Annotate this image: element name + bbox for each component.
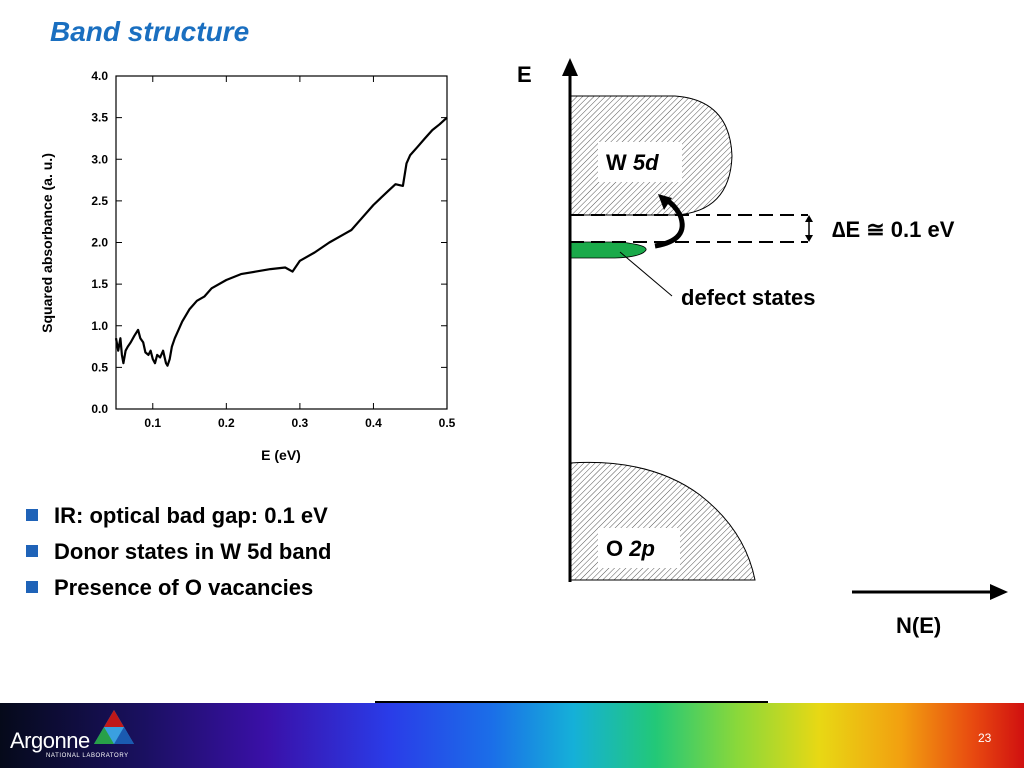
- footer-band: [0, 703, 1024, 768]
- excitation-arrow: [654, 197, 685, 249]
- argonne-logo-wordmark: Argonne: [10, 728, 90, 753]
- y-tick-label: 3.5: [91, 111, 108, 125]
- slide-title: Band structure: [50, 16, 250, 47]
- x-tick-label: 0.1: [144, 416, 161, 430]
- o2p-label-box: [598, 528, 680, 568]
- argonne-triangle-logo-icon: [94, 710, 134, 744]
- absorbance-series-line: [114, 116, 448, 367]
- bullet-square-icon: [26, 581, 38, 593]
- y-tick-label: 2.5: [91, 194, 108, 208]
- y-tick-label: 4.0: [91, 69, 108, 83]
- o2p-label: O 2p: [606, 536, 655, 561]
- defect-states-label: defect states: [681, 285, 816, 310]
- x-tick-label: 0.5: [439, 416, 456, 430]
- x-axis-label: E (eV): [261, 447, 301, 463]
- y-tick-label: 1.5: [91, 277, 108, 291]
- absorbance-chart: 0.0 0.5 1.0 1.5 2.0 2.5 3.0 3.5 4.0 0.1 0.2 0.3 0.4 0…: [39, 69, 456, 463]
- band-diagram: W 5d O 2p ∆E ≅ 0.1 eV defect states E N(…: [517, 58, 1008, 638]
- bullet-square-icon: [26, 545, 38, 557]
- bullet-square-icon: [26, 509, 38, 521]
- bullet-item: IR: optical bad gap: 0.1 eV: [26, 502, 331, 538]
- w5d-label: W 5d: [606, 150, 659, 175]
- y-tick-label: 1.0: [91, 319, 108, 333]
- x-tick-label: 0.3: [292, 416, 309, 430]
- bullet-item: Donor states in W 5d band: [26, 538, 331, 574]
- page-number: 23: [978, 731, 992, 745]
- density-axis-label: N(E): [896, 613, 941, 638]
- y-tick-label: 0.5: [91, 360, 108, 374]
- x-tick-label: 0.4: [365, 416, 382, 430]
- delta-e-label: ∆E ≅ 0.1 eV: [832, 217, 955, 242]
- w5d-label-box: [598, 142, 682, 182]
- y-tick-label: 0.0: [91, 402, 108, 416]
- energy-axis-label: E: [517, 62, 532, 87]
- defect-leader-line: [619, 251, 673, 297]
- argonne-logo-subtitle: NATIONAL LABORATORY: [46, 753, 129, 759]
- x-tick-label: 0.2: [218, 416, 235, 430]
- bullet-list: IR: optical bad gap: 0.1 eV Donor states…: [26, 502, 331, 610]
- bullet-item: Presence of O vacancies: [26, 574, 331, 610]
- footer-divider: [375, 701, 768, 703]
- y-tick-label: 2.0: [91, 236, 108, 250]
- y-axis-label: Squared absorbance (a. u.): [39, 153, 55, 333]
- y-tick-label: 3.0: [91, 152, 108, 166]
- defect-states-band: [569, 241, 647, 259]
